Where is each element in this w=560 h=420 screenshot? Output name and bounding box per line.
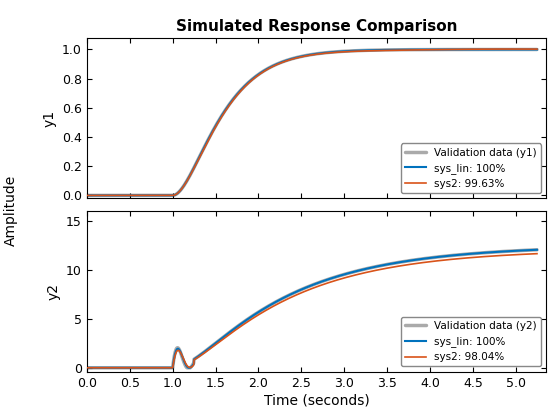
sys_lin: 100%: (5.25, 12.1): 100%: (5.25, 12.1) <box>534 247 540 252</box>
Validation data (y2) <box>83 365 90 370</box>
sys2: 98.04%: (4.29, 11.1): 98.04%: (4.29, 11.1) <box>452 257 459 262</box>
sys_lin: 100%: (4.6, 1): 100%: (4.6, 1) <box>478 47 485 52</box>
sys2: 98.04%: (0.945, 0): 98.04%: (0.945, 0) <box>165 365 171 370</box>
Validation data (y2) <box>478 250 485 255</box>
Validation data (y1) <box>534 47 540 52</box>
Y-axis label: y2: y2 <box>46 283 60 300</box>
Legend: Validation data (y2), sys_lin: 100%, sys2: 98.04%: Validation data (y2), sys_lin: 100%, sys… <box>400 317 541 367</box>
sys_lin: 100%: (0.64, 0): 100%: (0.64, 0) <box>138 193 145 198</box>
sys_lin: 100%: (5.25, 1): 100%: (5.25, 1) <box>534 47 540 52</box>
sys2: 98.04%: (4.6, 11.3): 98.04%: (4.6, 11.3) <box>478 254 485 259</box>
sys2: 99.63%: (0.64, 0): 99.63%: (0.64, 0) <box>138 193 145 198</box>
sys_lin: 100%: (4.29, 11.5): 100%: (4.29, 11.5) <box>452 253 459 258</box>
Legend: Validation data (y1), sys_lin: 100%, sys2: 99.63%: Validation data (y1), sys_lin: 100%, sys… <box>400 144 541 193</box>
sys_lin: 100%: (4.29, 1): 100%: (4.29, 1) <box>452 47 459 52</box>
Validation data (y1) <box>367 48 374 53</box>
Line: Validation data (y1): Validation data (y1) <box>87 50 537 195</box>
Validation data (y1) <box>138 193 145 198</box>
sys2: 98.04%: (0, 0): 98.04%: (0, 0) <box>83 365 90 370</box>
Validation data (y2) <box>389 261 395 266</box>
sys2: 98.04%: (3.56, 10.3): 98.04%: (3.56, 10.3) <box>389 265 395 270</box>
sys_lin: 100%: (0.64, 0): 100%: (0.64, 0) <box>138 365 145 370</box>
sys_lin: 100%: (3.3, 10.2): 100%: (3.3, 10.2) <box>367 265 374 270</box>
sys2: 99.63%: (4.6, 1): 99.63%: (4.6, 1) <box>478 47 485 52</box>
sys2: 99.63%: (0.945, 0): 99.63%: (0.945, 0) <box>165 193 171 198</box>
sys_lin: 100%: (0, 0): 100%: (0, 0) <box>83 365 90 370</box>
sys_lin: 100%: (3.56, 10.6): 100%: (3.56, 10.6) <box>389 261 395 266</box>
Line: sys_lin: 100%: sys_lin: 100% <box>87 250 537 368</box>
Line: sys2: 98.04%: sys2: 98.04% <box>87 254 537 368</box>
Validation data (y2) <box>165 365 171 370</box>
Validation data (y2) <box>534 247 540 252</box>
sys2: 98.04%: (5.25, 11.7): 98.04%: (5.25, 11.7) <box>534 251 540 256</box>
sys_lin: 100%: (0.945, 0): 100%: (0.945, 0) <box>165 365 171 370</box>
sys_lin: 100%: (4.6, 11.7): 100%: (4.6, 11.7) <box>478 250 485 255</box>
sys2: 98.04%: (0.64, 0): 98.04%: (0.64, 0) <box>138 365 145 370</box>
sys2: 99.63%: (4.94, 1): 99.63%: (4.94, 1) <box>507 47 514 52</box>
Title: Simulated Response Comparison: Simulated Response Comparison <box>176 19 457 34</box>
Line: sys_lin: 100%: sys_lin: 100% <box>87 50 537 195</box>
sys_lin: 100%: (0, 0): 100%: (0, 0) <box>83 193 90 198</box>
Validation data (y2) <box>452 253 459 258</box>
sys2: 99.63%: (5.25, 1): 99.63%: (5.25, 1) <box>534 47 540 52</box>
Y-axis label: y1: y1 <box>43 110 57 126</box>
sys2: 99.63%: (0, 0): 99.63%: (0, 0) <box>83 193 90 198</box>
Validation data (y1) <box>389 47 395 52</box>
sys2: 98.04%: (3.3, 9.83): 98.04%: (3.3, 9.83) <box>367 269 374 274</box>
sys_lin: 100%: (3.3, 0.995): 100%: (3.3, 0.995) <box>367 48 374 53</box>
Validation data (y2) <box>367 265 374 270</box>
sys2: 99.63%: (4.29, 1): 99.63%: (4.29, 1) <box>452 47 459 52</box>
sys_lin: 100%: (0.945, 0): 100%: (0.945, 0) <box>165 193 171 198</box>
Validation data (y2) <box>138 365 145 370</box>
Validation data (y1) <box>83 193 90 198</box>
Line: sys2: 99.63%: sys2: 99.63% <box>87 49 537 195</box>
Validation data (y1) <box>165 193 171 198</box>
Line: Validation data (y2): Validation data (y2) <box>87 250 537 368</box>
sys2: 99.63%: (3.3, 0.991): 99.63%: (3.3, 0.991) <box>367 48 374 53</box>
sys2: 99.63%: (3.56, 0.994): 99.63%: (3.56, 0.994) <box>389 48 395 53</box>
sys_lin: 100%: (3.56, 0.997): 100%: (3.56, 0.997) <box>389 47 395 52</box>
Text: Amplitude: Amplitude <box>4 174 18 246</box>
Validation data (y1) <box>452 47 459 52</box>
Validation data (y1) <box>478 47 485 52</box>
X-axis label: Time (seconds): Time (seconds) <box>264 394 369 408</box>
